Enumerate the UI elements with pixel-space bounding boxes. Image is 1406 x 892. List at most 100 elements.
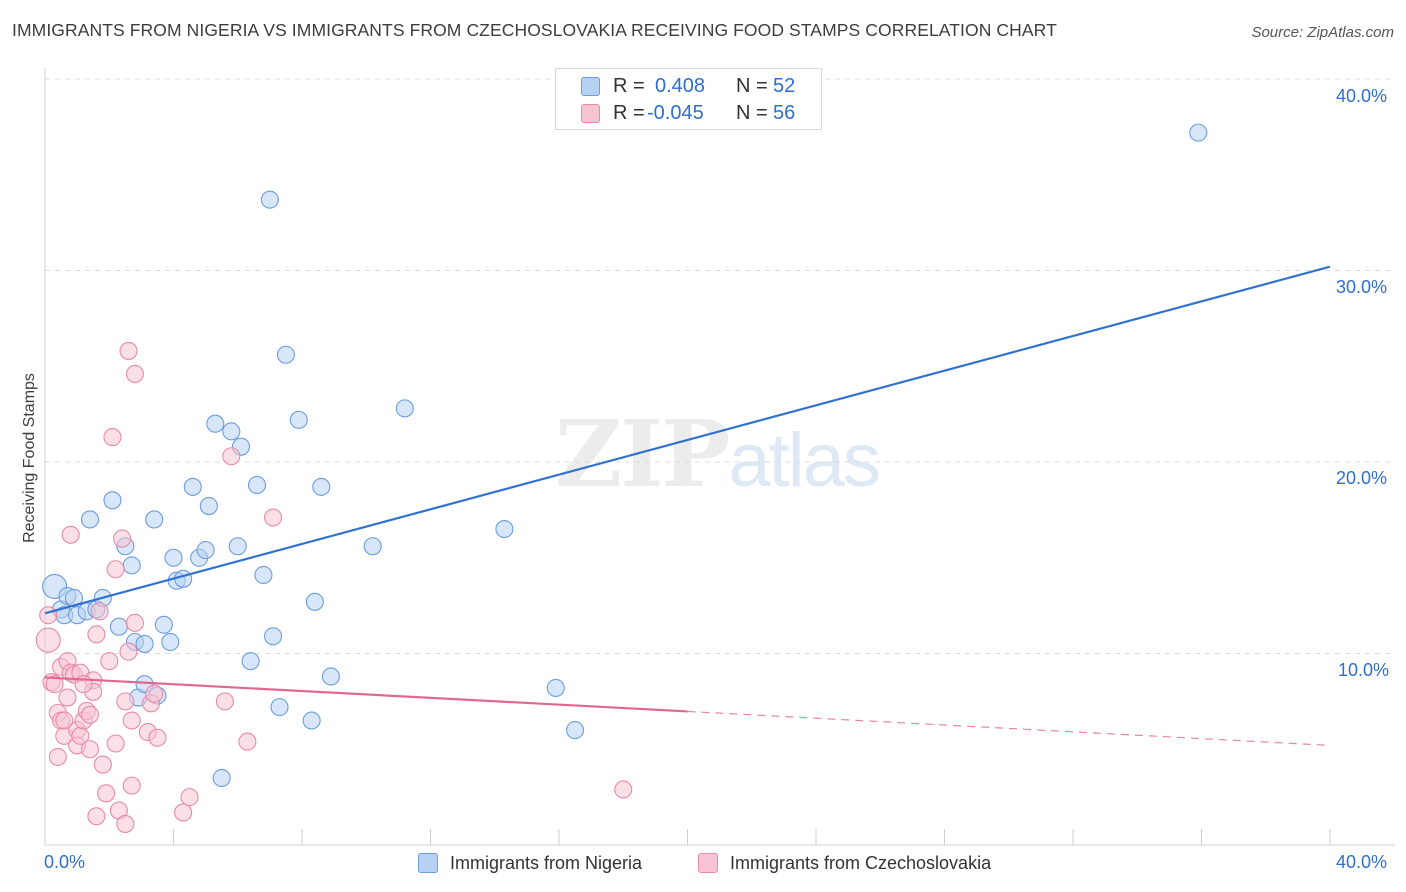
nigeria-point	[305, 592, 324, 611]
czech-point	[90, 602, 109, 621]
r-value-czech: -0.045	[647, 102, 704, 124]
nigeria-point	[289, 410, 308, 429]
nigeria-point	[566, 721, 585, 740]
nigeria-point	[206, 414, 225, 433]
n-label: N =	[736, 75, 768, 97]
czech-swatch	[581, 104, 600, 123]
nigeria-point	[254, 565, 273, 585]
czech-point	[58, 688, 77, 707]
legend-label-nigeria: Immigrants from Nigeria	[450, 853, 643, 873]
nigeria-point	[312, 477, 331, 496]
nigeria-point	[154, 615, 173, 634]
trend-line-czech	[44, 676, 688, 713]
czech-point	[122, 711, 141, 730]
nigeria-point	[174, 569, 193, 588]
nigeria-point	[199, 496, 218, 516]
czech-point	[174, 803, 193, 822]
y-tick-40: 40.0%	[1336, 86, 1388, 106]
y-tick-20: 20.0%	[1336, 468, 1388, 488]
nigeria-point	[222, 422, 241, 441]
czech-point	[80, 705, 100, 724]
nigeria-legend-swatch	[418, 853, 438, 873]
r-label: R =	[613, 75, 645, 97]
x-tick-max: 40.0%	[1336, 852, 1388, 872]
nigeria-point	[1189, 123, 1208, 142]
nigeria-point	[395, 399, 414, 418]
czech-point	[87, 807, 106, 826]
nigeria-point	[228, 537, 247, 556]
czech-point	[145, 684, 164, 703]
czech-point	[80, 740, 100, 759]
czech-point	[116, 814, 135, 833]
r-value-nigeria: 0.408	[655, 75, 706, 97]
trend-line-czech-extrapolated	[687, 710, 1331, 747]
czech-point	[215, 692, 234, 711]
czech-point	[45, 675, 64, 694]
nigeria-point	[145, 510, 164, 529]
czech-point	[222, 447, 241, 466]
correlation-legend: R = 0.408 N = 52 R = -0.045 N = 56	[555, 68, 822, 130]
nigeria-point	[212, 768, 231, 788]
czech-point	[264, 508, 283, 527]
czech-point	[119, 341, 138, 360]
nigeria-point	[183, 477, 202, 496]
nigeria-point	[109, 617, 128, 636]
nigeria-point	[546, 678, 565, 698]
nigeria-swatch	[581, 77, 600, 96]
czech-point	[125, 364, 144, 383]
czech-point	[125, 613, 144, 632]
trend-line-nigeria	[44, 265, 1331, 615]
nigeria-point	[276, 345, 295, 364]
nigeria-point	[264, 627, 283, 646]
chart-title: IMMIGRANTS FROM NIGERIA VS IMMIGRANTS FR…	[12, 20, 1057, 40]
czech-point	[55, 711, 74, 730]
nigeria-point	[122, 556, 141, 575]
czech-legend-swatch	[698, 853, 718, 873]
czech-point	[148, 728, 167, 747]
y-tick-10: 10.0%	[1338, 660, 1390, 680]
czech-point	[35, 627, 61, 653]
nigeria-point	[302, 711, 321, 730]
legend-row-czech: R = -0.045 N = 56	[556, 100, 821, 126]
n-label: N =	[736, 102, 768, 124]
r-label: R =	[613, 102, 645, 124]
series-nigeria-points	[42, 123, 1208, 788]
czech-point	[87, 625, 106, 644]
series-czech-points	[35, 341, 633, 833]
axes	[44, 68, 1395, 846]
czech-point	[48, 747, 67, 766]
czech-point	[61, 525, 80, 544]
czech-point	[103, 428, 122, 447]
czech-point	[119, 642, 138, 661]
nigeria-point	[270, 698, 289, 717]
czech-point	[238, 732, 257, 751]
nigeria-point	[363, 537, 382, 556]
watermark: ZIPatlas	[555, 400, 881, 508]
czech-point	[116, 692, 135, 711]
nigeria-point	[135, 634, 154, 653]
czech-point	[113, 529, 132, 548]
czech-point	[122, 776, 141, 795]
czech-point	[96, 784, 116, 803]
czech-point	[93, 755, 112, 774]
nigeria-point	[103, 491, 122, 510]
nigeria-point	[196, 541, 215, 560]
y-tick-30: 30.0%	[1336, 277, 1388, 297]
nigeria-point	[80, 510, 100, 529]
gridlines	[45, 78, 1395, 654]
n-value-czech: 56	[773, 102, 796, 124]
czech-point	[180, 788, 199, 807]
nigeria-point	[321, 667, 340, 686]
nigeria-point	[241, 652, 260, 671]
nigeria-point	[161, 632, 180, 652]
x-tick-min: 0.0%	[44, 852, 86, 872]
nigeria-point	[495, 519, 514, 539]
czech-point	[100, 652, 119, 671]
legend-label-czech: Immigrants from Czechoslovakia	[730, 853, 992, 873]
czech-point	[614, 780, 633, 799]
legend-row-nigeria: R = 0.408 N = 52	[556, 73, 821, 99]
n-value-nigeria: 52	[773, 75, 796, 97]
nigeria-point	[164, 548, 183, 567]
nigeria-point	[260, 190, 279, 209]
